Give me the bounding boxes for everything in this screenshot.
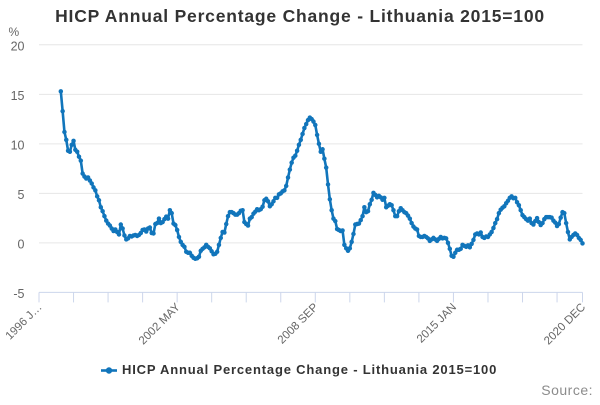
svg-text:10: 10: [11, 138, 25, 152]
svg-text:-5: -5: [13, 287, 24, 301]
svg-text:15: 15: [11, 89, 25, 103]
svg-text:HICP Annual Percentage Change: HICP Annual Percentage Change - Lithuani…: [122, 362, 497, 377]
svg-text:Source:: Source:: [541, 382, 593, 398]
svg-text:20: 20: [11, 39, 25, 53]
svg-text:5: 5: [18, 188, 25, 202]
svg-text:%: %: [9, 25, 20, 39]
svg-text:0: 0: [18, 237, 25, 251]
svg-text:HICP Annual Percentage Change: HICP Annual Percentage Change - Lithuani…: [55, 6, 545, 26]
